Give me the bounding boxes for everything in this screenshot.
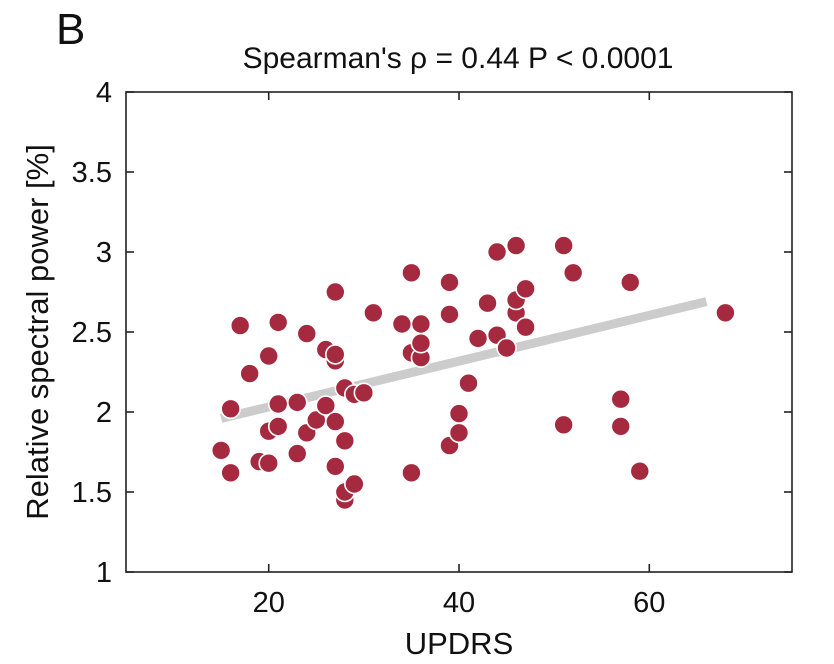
data-point-31 <box>353 382 375 404</box>
data-point-3 <box>220 398 241 420</box>
data-point-2 <box>220 462 241 484</box>
data-point-9 <box>258 345 280 367</box>
data-point-32 <box>363 302 384 324</box>
x-axis-label: UPDRS <box>405 626 514 661</box>
data-point-57 <box>553 235 574 256</box>
data-point-23 <box>325 344 346 365</box>
data-point-14 <box>286 392 308 413</box>
data-point-24 <box>325 281 346 303</box>
data-point-45 <box>458 372 479 394</box>
data-point-5 <box>239 363 260 384</box>
data-point-39 <box>410 313 432 335</box>
y-tick-label-6: 3.5 <box>72 157 112 189</box>
y-tick-label-7: 4 <box>96 77 112 109</box>
data-point-53 <box>505 235 527 256</box>
data-point-55 <box>515 278 536 300</box>
data-point-36 <box>401 262 422 284</box>
data-point-11 <box>267 393 289 415</box>
y-tick-label-3: 2 <box>96 397 112 429</box>
data-point-12 <box>267 312 289 333</box>
data-point-16 <box>296 323 318 344</box>
data-point-54 <box>515 316 536 338</box>
data-point-29 <box>344 473 365 495</box>
data-point-38 <box>410 332 432 354</box>
data-point-27 <box>334 430 356 452</box>
data-point-46 <box>467 328 489 349</box>
data-point-59 <box>610 416 632 437</box>
x-tick-label-2: 40 <box>443 587 475 619</box>
chart-title: Spearman's ρ = 0.44 P < 0.0001 <box>243 42 674 75</box>
data-point-42 <box>439 272 460 293</box>
data-point-49 <box>486 241 508 263</box>
axis-ticks: 20 40 60 1 1.5 2 2.5 3 3.5 4 <box>72 77 792 619</box>
y-tick-label-5: 3 <box>96 237 112 269</box>
data-point-7 <box>258 452 280 474</box>
data-point-18 <box>315 395 337 416</box>
data-point-50 <box>496 337 517 359</box>
data-point-20 <box>325 456 346 477</box>
y-tick-label-1: 1 <box>96 557 112 589</box>
data-point-44 <box>448 403 470 424</box>
data-point-34 <box>401 462 422 484</box>
y-tick-label-4: 2.5 <box>72 317 112 349</box>
data-point-61 <box>619 272 641 293</box>
x-tick-label-1: 20 <box>253 587 285 619</box>
data-points-layer <box>210 235 736 511</box>
data-point-41 <box>439 304 460 325</box>
data-point-56 <box>553 414 574 436</box>
data-point-63 <box>715 302 736 324</box>
data-point-1 <box>210 440 232 461</box>
data-point-33 <box>391 313 413 335</box>
data-point-21 <box>325 411 346 432</box>
data-point-10 <box>267 416 289 437</box>
plot-frame <box>125 91 793 573</box>
data-point-62 <box>629 460 651 482</box>
data-point-4 <box>229 315 251 336</box>
data-point-13 <box>286 443 308 464</box>
panel-label: B <box>56 5 85 54</box>
data-point-60 <box>610 388 632 410</box>
data-point-58 <box>562 262 584 284</box>
y-axis-label: Relative spectral power [%] <box>20 144 55 520</box>
x-tick-label-3: 60 <box>633 587 665 619</box>
data-point-47 <box>477 292 498 314</box>
y-tick-label-2: 1.5 <box>72 477 112 509</box>
data-point-43 <box>448 422 470 444</box>
